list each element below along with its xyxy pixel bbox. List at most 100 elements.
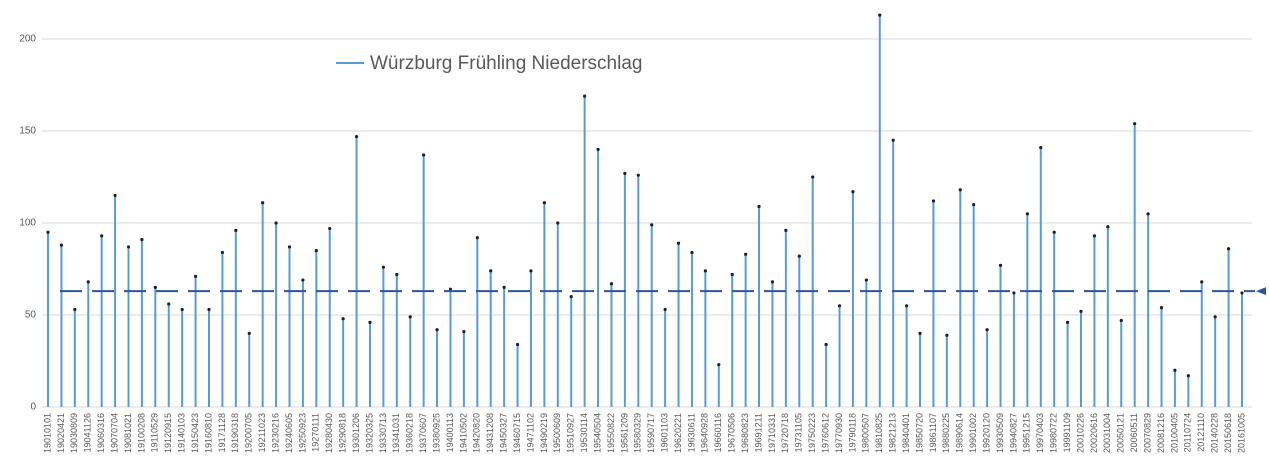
x-tick-label: 19580329 (633, 413, 643, 453)
x-tick-label: 19970403 (1035, 413, 1045, 453)
point-marker (985, 328, 989, 332)
x-tick-label: 19640928 (700, 413, 710, 453)
point-marker (690, 250, 694, 255)
x-tick-label: 19420820 (472, 413, 482, 453)
bar (462, 331, 465, 407)
bar (771, 281, 774, 407)
point-marker (100, 234, 104, 238)
x-tick-label: 19790118 (847, 413, 857, 452)
bar (1053, 232, 1056, 407)
bar (932, 200, 935, 407)
point-marker (1012, 291, 1016, 295)
x-tick-label: 19160810 (203, 413, 213, 453)
point-marker (931, 199, 936, 203)
point-marker (623, 171, 627, 175)
point-marker (274, 221, 278, 225)
bar (489, 270, 492, 407)
x-tick-label: 19120915 (163, 413, 173, 453)
bar (1200, 281, 1203, 407)
bar (556, 223, 559, 407)
bar (650, 224, 653, 407)
bar (1160, 307, 1163, 407)
bar (945, 335, 948, 407)
point-marker (502, 285, 506, 290)
x-tick-label: 19460715 (512, 413, 522, 453)
x-tick-label: 20161005 (1236, 413, 1246, 453)
x-tick-label: 20150618 (1223, 413, 1233, 453)
point-marker (663, 307, 667, 312)
bar (87, 281, 90, 407)
point-marker (958, 188, 962, 192)
x-tick-label: 19680823 (740, 413, 750, 453)
point-marker (837, 304, 842, 308)
x-tick-label: 19840401 (901, 413, 911, 453)
x-tick-label: 19930509 (995, 413, 1005, 453)
point-marker (435, 328, 439, 332)
point-marker (207, 307, 211, 312)
bar (436, 329, 439, 407)
point-marker (703, 269, 707, 273)
bar (114, 195, 117, 407)
x-tick-label: 19301206 (351, 413, 361, 453)
point-marker (757, 204, 761, 209)
x-tick-label: 19901002 (968, 413, 978, 453)
point-marker (864, 278, 868, 282)
x-tick-label: 19380925 (431, 413, 441, 453)
x-tick-label: 19330713 (378, 413, 388, 453)
x-tick-label: 19991109 (1062, 413, 1072, 452)
x-tick-label: 19150423 (190, 413, 200, 453)
point-marker (1146, 212, 1150, 216)
bar (154, 287, 157, 407)
point-marker (1133, 122, 1137, 126)
point-marker (1226, 247, 1231, 251)
point-marker (462, 329, 466, 334)
x-tick-label: 20070829 (1142, 413, 1152, 453)
legend-label: Würzburg Frühling Niederschlag (370, 53, 642, 74)
bar (1241, 292, 1243, 407)
bar (1120, 320, 1123, 407)
point-marker (113, 193, 117, 198)
bar (275, 223, 278, 407)
bar (261, 202, 264, 407)
bar (919, 333, 922, 407)
y-tick-label: 0 (30, 402, 36, 413)
bar (100, 235, 103, 407)
x-tick-label: 19410502 (458, 413, 468, 453)
x-tick-label: 19890614 (955, 413, 965, 453)
x-tick-label: 19280430 (324, 413, 334, 453)
point-marker (167, 302, 171, 306)
bar (288, 246, 291, 407)
x-tick-label: 19041126 (83, 413, 93, 452)
bar (342, 318, 345, 407)
point-marker (569, 295, 573, 299)
bar (140, 239, 143, 407)
y-tick-label: 150 (19, 126, 36, 137)
bar (838, 305, 841, 407)
bar (905, 305, 908, 407)
point-marker (261, 201, 265, 205)
bar (798, 256, 801, 407)
point-marker (381, 265, 385, 269)
y-tick-label: 100 (19, 218, 36, 229)
point-marker (1119, 318, 1123, 323)
point-marker (59, 243, 64, 247)
bar (543, 202, 546, 407)
point-marker (851, 190, 855, 194)
bar (476, 237, 479, 407)
x-tick-label: 19110529 (150, 413, 160, 452)
x-tick-label: 20110724 (1183, 413, 1193, 452)
x-tick-label: 19341031 (391, 413, 401, 453)
point-marker (609, 282, 614, 286)
point-marker (1079, 309, 1083, 313)
bar (1187, 375, 1190, 407)
bar (865, 280, 868, 407)
point-marker (489, 269, 493, 273)
point-marker (542, 201, 546, 205)
point-marker (1052, 230, 1056, 234)
x-tick-label: 19081021 (123, 413, 133, 453)
point-marker (583, 94, 587, 98)
bar (194, 276, 197, 407)
bar (47, 232, 49, 407)
bar (677, 243, 680, 407)
